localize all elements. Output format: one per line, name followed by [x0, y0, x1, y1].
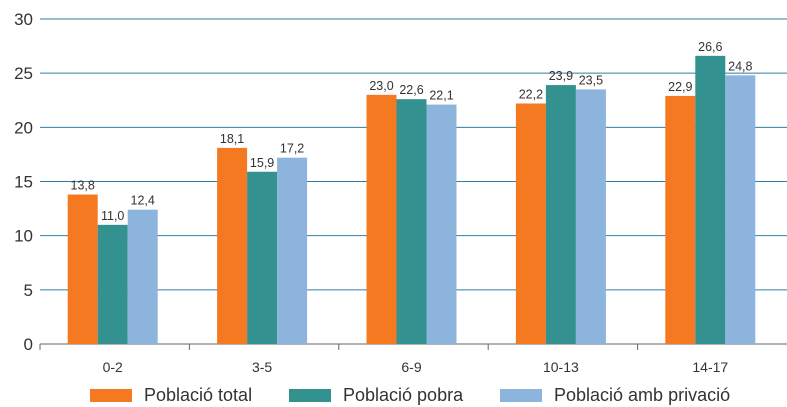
- legend-label-poblacio-amb-privacio: Població amb privació: [554, 384, 731, 405]
- bar: [695, 55, 726, 344]
- y-tick-label: 25: [14, 64, 33, 83]
- data-label: 22,1: [429, 89, 453, 103]
- bar: [575, 89, 606, 345]
- bar: [67, 194, 98, 344]
- legend-item-poblacio-total: Població total: [90, 383, 252, 407]
- legend-item-poblacio-pobra: Població pobra: [289, 383, 463, 407]
- legend-label-poblacio-pobra: Població pobra: [343, 384, 464, 405]
- data-label: 23,0: [369, 79, 393, 93]
- y-tick-label: 30: [14, 10, 33, 29]
- data-label: 13,8: [71, 179, 95, 193]
- y-tick-label: 0: [24, 335, 33, 354]
- data-label: 15,9: [250, 156, 274, 170]
- data-label: 23,5: [579, 73, 603, 87]
- y-tick-label: 20: [14, 118, 33, 137]
- legend-item-poblacio-amb-privacio: Població amb privació: [500, 383, 730, 407]
- legend: Població total Població pobra Població a…: [0, 383, 787, 407]
- y-tick-label: 15: [14, 173, 33, 192]
- bar: [725, 75, 756, 344]
- data-label: 22,2: [519, 88, 543, 102]
- bar: [396, 99, 427, 345]
- bar: [515, 103, 546, 344]
- data-label: 12,4: [131, 194, 155, 208]
- legend-swatch-poblacio-pobra: [289, 388, 331, 402]
- bar: [665, 95, 696, 345]
- x-category-label: 14-17: [692, 359, 728, 375]
- data-label: 24,8: [728, 59, 752, 73]
- bar: [426, 104, 457, 344]
- y-tick-label: 10: [14, 227, 33, 246]
- data-label: 22,6: [399, 83, 423, 97]
- bar: [545, 85, 576, 344]
- data-label: 23,9: [549, 69, 573, 83]
- x-category-label: 10-13: [543, 359, 579, 375]
- legend-swatch-poblacio-amb-privacio: [500, 388, 542, 402]
- x-category-label: 0-2: [103, 359, 123, 375]
- y-tick-label: 5: [24, 281, 33, 300]
- data-label: 17,2: [280, 142, 304, 156]
- x-category-label: 3-5: [252, 359, 272, 375]
- bar: [217, 147, 248, 344]
- bar: [277, 157, 308, 344]
- legend-label-poblacio-total: Població total: [144, 384, 253, 405]
- bar-chart: 0 5 10 15 20 25 30 13,8 11,0 12,4 0-2 18,1 15,9 17,2 3…: [14, 10, 787, 375]
- data-label: 11,0: [101, 209, 124, 223]
- bar: [97, 224, 128, 344]
- data-label: 26,6: [698, 40, 722, 54]
- data-label: 22,9: [668, 80, 692, 94]
- bar: [247, 171, 278, 344]
- bar: [127, 209, 158, 344]
- legend-swatch-poblacio-total: [90, 388, 132, 402]
- bar: [366, 94, 397, 344]
- x-category-label: 6-9: [401, 359, 421, 375]
- data-label: 18,1: [220, 132, 244, 146]
